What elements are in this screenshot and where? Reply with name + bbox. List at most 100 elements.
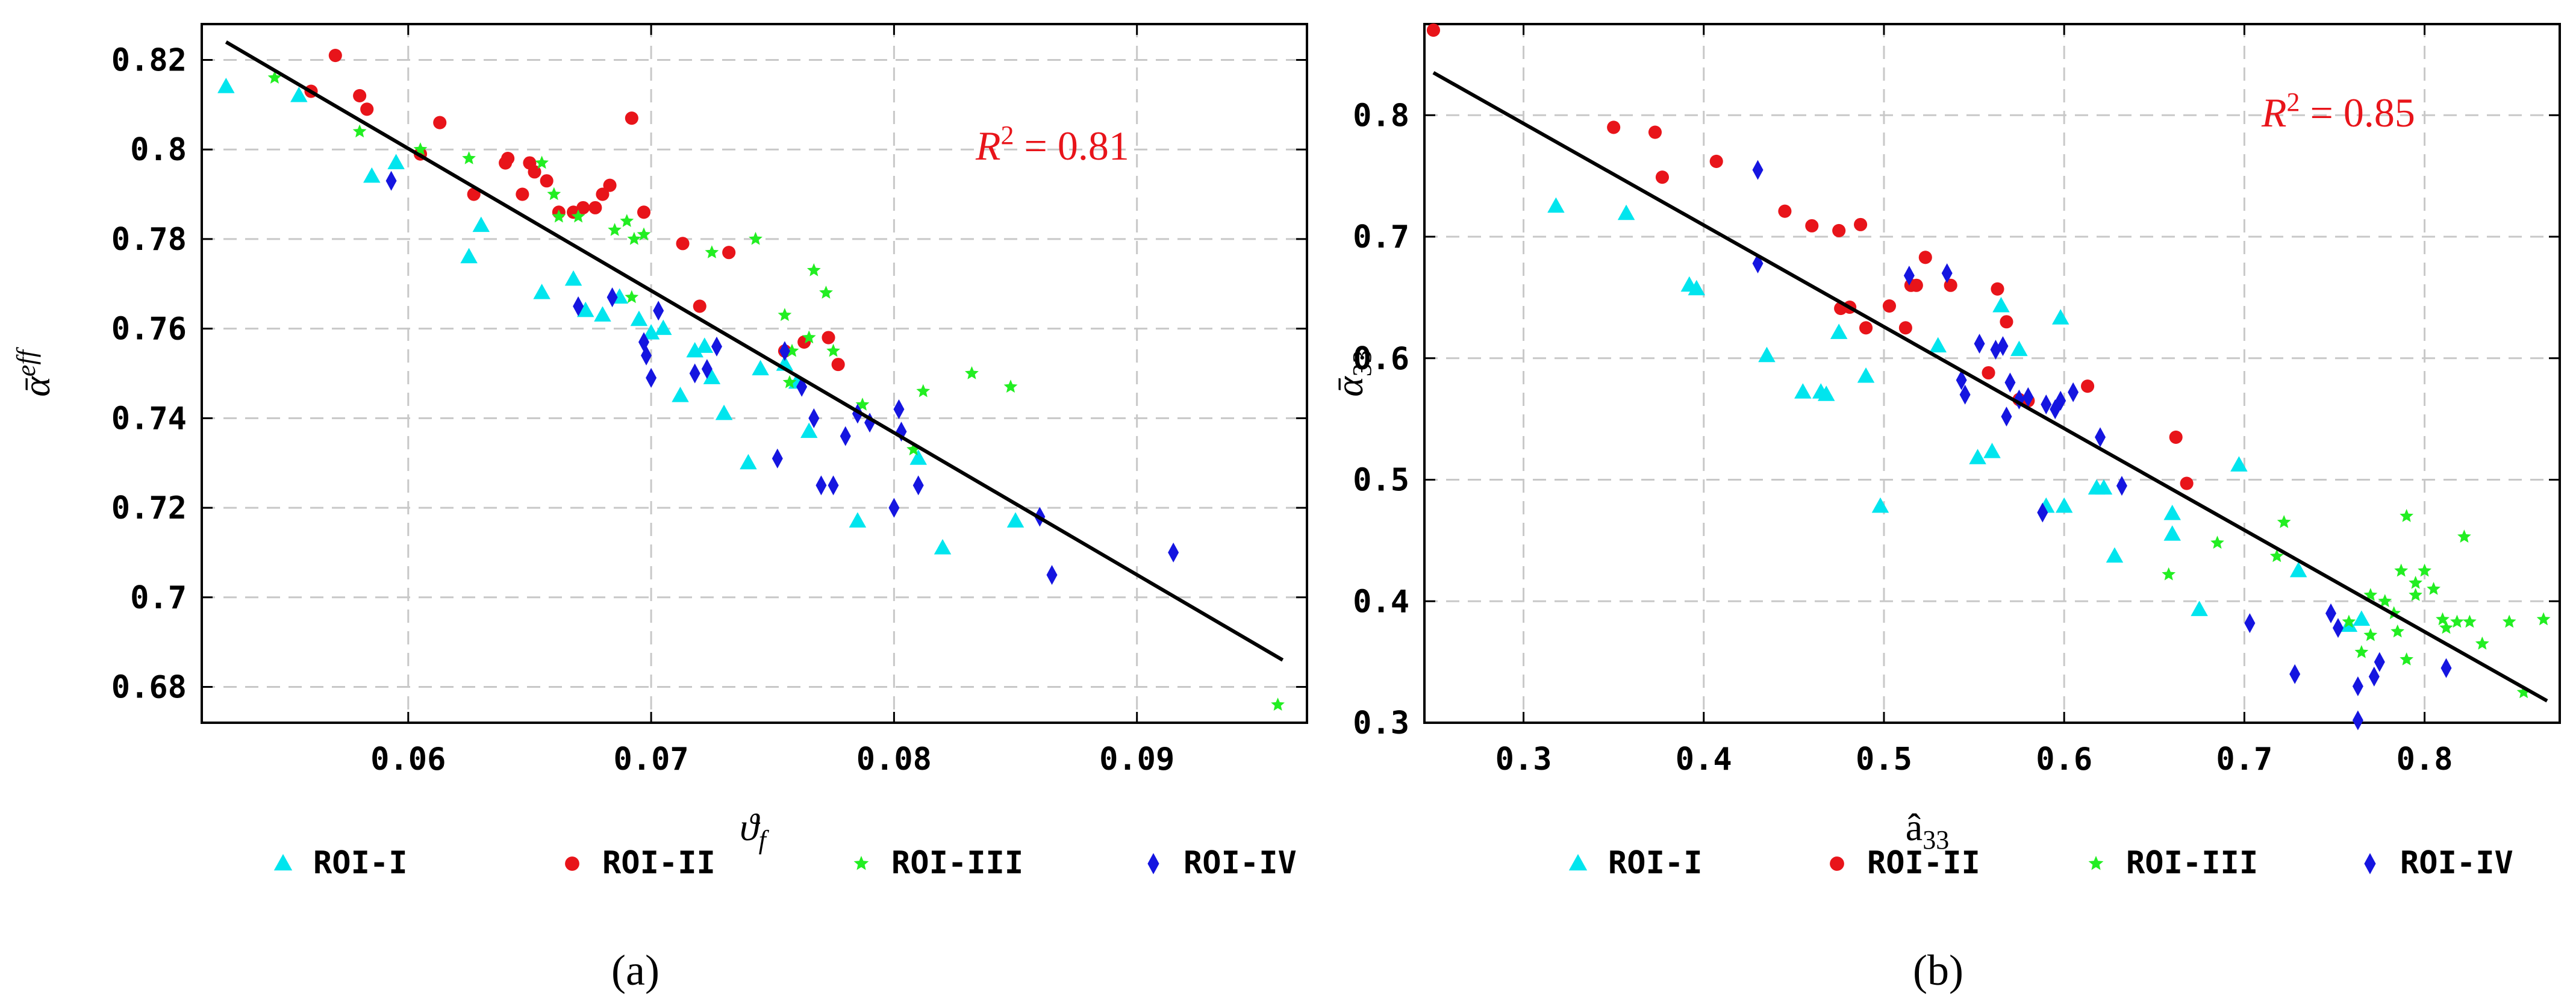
data-point [705, 245, 719, 258]
data-point [2041, 394, 2052, 414]
data-point [1758, 346, 1776, 363]
data-point [2244, 613, 2256, 634]
data-point [2427, 582, 2440, 595]
data-point [1006, 512, 1024, 528]
data-point [2418, 563, 2431, 577]
data-point [460, 248, 478, 264]
data-point [2463, 614, 2477, 628]
data-point [607, 287, 618, 308]
data-point [2106, 547, 2124, 563]
data-point [822, 331, 835, 345]
data-point [472, 216, 490, 232]
data-point [2502, 614, 2516, 628]
data-point [2475, 636, 2489, 650]
data-point [603, 178, 617, 192]
data-point [1959, 384, 1971, 405]
data-point [2450, 614, 2464, 628]
y-tick-label: 0.76 [111, 311, 187, 348]
data-point [722, 246, 736, 260]
legend-marker-roi-iii [2088, 856, 2104, 870]
data-point [1648, 125, 1662, 139]
data-point [826, 343, 840, 357]
legend: ROI-I ROI-II ROI-III ROI-IV [273, 845, 1297, 881]
y-tick-label: 0.7 [1353, 219, 1409, 255]
legend-marker-roi-ii [1830, 856, 1844, 871]
data-point [1547, 197, 1565, 213]
data-point [1805, 219, 1819, 232]
data-point [819, 285, 833, 299]
y-tick-label: 0.8 [130, 132, 187, 168]
data-point [672, 387, 689, 402]
data-point [2001, 407, 2012, 427]
data-point [625, 111, 638, 125]
data-point [433, 116, 447, 129]
legend-label-roi-iv: ROI-IV [1184, 845, 1297, 881]
chart-panel-b: 0.3 0.4 0.5 0.6 0.7 0.8 0.3 0.4 0.5 0.6 0.7 0.8 R2 =… [1328, 23, 2561, 881]
data-point [752, 360, 769, 376]
data-point [909, 449, 927, 465]
data-point [1003, 379, 1018, 393]
legend-marker-roi-i [1568, 854, 1588, 871]
data-point [849, 512, 867, 528]
data-point [711, 336, 722, 357]
legend-marker-roi-i [273, 854, 293, 871]
axes-frame [1423, 23, 2561, 724]
data-point [2400, 652, 2414, 666]
data-point [596, 187, 610, 201]
data-point [2180, 476, 2194, 490]
data-point [290, 86, 308, 102]
r-squared-annotation: R2 = 0.85 [2261, 87, 2415, 136]
data-point [2374, 652, 2385, 672]
data-point [1969, 449, 1986, 464]
regression-line [225, 40, 1284, 662]
data-point [2363, 628, 2378, 641]
data-point [2409, 588, 2422, 601]
data-point [608, 223, 622, 236]
data-point [1983, 443, 2001, 458]
data-point [2289, 561, 2307, 578]
data-point [267, 70, 282, 84]
data-point [1857, 367, 1875, 383]
data-point [696, 337, 714, 353]
data-point [2352, 710, 2363, 731]
data-point [462, 151, 476, 164]
data-point [2394, 563, 2409, 577]
data-point [1607, 120, 1621, 134]
data-point [934, 539, 952, 555]
data-point [2354, 645, 2369, 658]
data-point [800, 422, 818, 438]
data-point [1817, 385, 1835, 401]
data-point [2169, 430, 2183, 444]
data-point [1941, 263, 1953, 284]
data-point [1992, 297, 2010, 313]
data-point [1997, 336, 2009, 357]
y-tick-label: 0.78 [111, 222, 187, 258]
data-point [2390, 624, 2405, 638]
data-point [703, 369, 721, 384]
data-point [501, 152, 515, 166]
data-point [533, 284, 550, 299]
data-point [2095, 427, 2106, 447]
x-tick-label: 0.4 [1676, 741, 1732, 778]
series-roi-i [1547, 197, 2371, 632]
x-tick-label: 0.6 [2036, 741, 2092, 778]
data-point [630, 310, 648, 326]
data-point [1778, 204, 1792, 218]
data-point [620, 214, 634, 227]
data-point [1688, 279, 1706, 296]
data-point [2332, 618, 2344, 638]
data-point [1859, 321, 1873, 335]
data-point [588, 201, 602, 214]
data-point [2022, 387, 2034, 407]
x-tick-label: 0.08 [856, 741, 932, 778]
data-point [2191, 600, 2208, 616]
data-point [2368, 666, 2380, 687]
data-point [2352, 676, 2363, 696]
data-point [1929, 337, 1947, 353]
data-point [641, 345, 652, 366]
data-point [779, 341, 790, 361]
data-point [2440, 658, 2452, 678]
data-point [1882, 299, 1897, 313]
x-axis-label: â33 [1906, 806, 1949, 855]
